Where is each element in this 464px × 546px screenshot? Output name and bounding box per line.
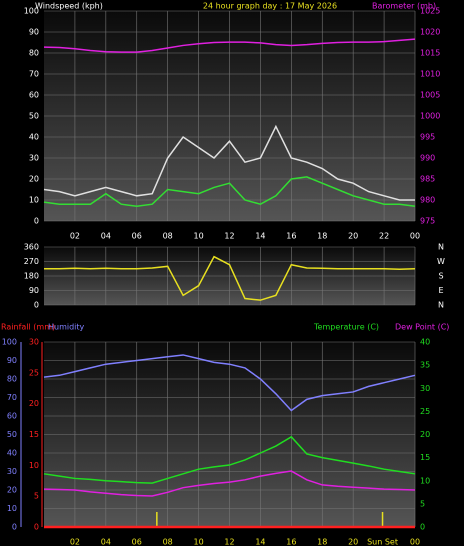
x-tick-label: 10 [193,538,203,546]
humidity-tick-label: 20 [7,486,17,495]
compass-label: S [438,272,443,281]
series-line [43,354,416,412]
y2-tick-label: 1015 [420,49,440,58]
wind-label: Windspeed (kph) [35,2,103,11]
y-tick-label: 30 [29,338,39,347]
series-line [43,435,416,484]
humidity-tick-label: 70 [7,393,17,402]
x-tick-label: 00 [410,232,420,241]
y-tick-label: 5 [34,492,39,501]
y-tick-label: 20 [29,399,39,408]
y2-tick-label: 1010 [420,70,440,79]
series-line [44,255,416,301]
x-tick-label: 10 [193,232,203,241]
y2-tick-label: 0 [420,523,425,532]
y2-tick-label: 1005 [420,91,440,100]
compass-label: N [438,243,444,252]
y-tick-label: 10 [29,461,39,470]
y2-tick-label: 15 [420,453,430,462]
series-line [43,176,416,208]
x-tick-label: 14 [255,538,265,546]
y2-tick-label: 5 [420,499,425,508]
series-line [43,470,416,497]
x-tick-label: 16 [286,232,296,241]
x-tick-label: 12 [224,538,234,546]
y-tick-label: 80 [29,49,39,58]
x-tick-label: 14 [255,232,265,241]
y2-tick-label: 40 [420,338,430,347]
y-tick-label: 0 [34,301,39,310]
humidity-tick-label: 100 [2,338,17,347]
humidity-tick-label: 50 [7,430,17,439]
humidity-tick-label: 10 [7,504,17,513]
y-tick-label: 180 [24,272,39,281]
y-tick-label: 15 [29,430,39,439]
compass-label: W [437,257,445,266]
y-tick-label: 60 [29,91,39,100]
humidity-tick-label: 90 [7,356,17,365]
x-tick-label: 12 [224,232,234,241]
y-tick-label: 270 [24,257,39,266]
humidity-tick-label: 0 [12,523,17,532]
compass-label: E [438,286,443,295]
y-tick-label: 25 [29,368,39,377]
humidity-tick-label: 40 [7,449,17,458]
x-tick-label: 04 [101,538,111,546]
y2-tick-label: 25 [420,407,430,416]
x-tick-label: 20 [348,538,358,546]
y2-tick-label: 995 [420,133,435,142]
sun-annotation: Sun Set [367,538,398,546]
series-line [43,124,415,201]
humidity-tick-label: 80 [7,375,17,384]
x-tick-label: 02 [70,538,80,546]
y-tick-label: 100 [24,7,39,16]
y-tick-label: 360 [24,243,39,252]
x-tick-label: 00 [410,538,420,546]
y-tick-label: 10 [29,196,39,205]
y-tick-label: 70 [29,70,39,79]
humidity-tick-label: 30 [7,467,17,476]
x-tick-label: 06 [132,232,142,241]
y2-tick-label: 980 [420,196,435,205]
temperature-label: Temperature (C) [313,323,379,332]
humidity-tick-label: 60 [7,412,17,421]
y-tick-label: 0 [34,217,39,226]
y2-tick-label: 20 [420,430,430,439]
y-tick-label: 40 [29,133,39,142]
barometer-label: Barometer (mb) [372,2,436,11]
x-tick-label: 18 [317,232,327,241]
y2-tick-label: 990 [420,154,435,163]
y2-tick-label: 1020 [420,28,440,37]
y2-tick-label: 30 [420,384,430,393]
x-tick-label: 04 [101,232,111,241]
chart-title: 24 hour graph day : 17 May 2026 [203,2,337,11]
x-tick-label: 16 [286,538,296,546]
rain-label: Rainfall (mm) [1,323,55,332]
y2-tick-label: 975 [420,217,435,226]
humidity-label: Humidity [48,323,85,332]
y-tick-label: 90 [29,286,39,295]
x-tick-label: 22 [379,232,389,241]
y2-tick-label: 1000 [420,112,440,121]
x-tick-label: 18 [317,538,327,546]
y2-tick-label: 35 [420,361,430,370]
y-tick-label: 30 [29,154,39,163]
x-tick-label: 02 [70,232,80,241]
x-tick-label: 08 [163,232,173,241]
y-tick-label: 90 [29,28,39,37]
y-tick-label: 0 [34,523,39,532]
y-tick-label: 50 [29,112,39,121]
x-tick-label: 20 [348,232,358,241]
y2-tick-label: 1025 [420,7,440,16]
dewpoint-label: Dew Point (C) [395,323,449,332]
y2-tick-label: 10 [420,476,430,485]
series-line [43,38,416,53]
compass-label: N [438,301,444,310]
y-tick-label: 20 [29,175,39,184]
y2-tick-label: 985 [420,175,435,184]
x-tick-label: 08 [163,538,173,546]
x-tick-label: 06 [132,538,142,546]
